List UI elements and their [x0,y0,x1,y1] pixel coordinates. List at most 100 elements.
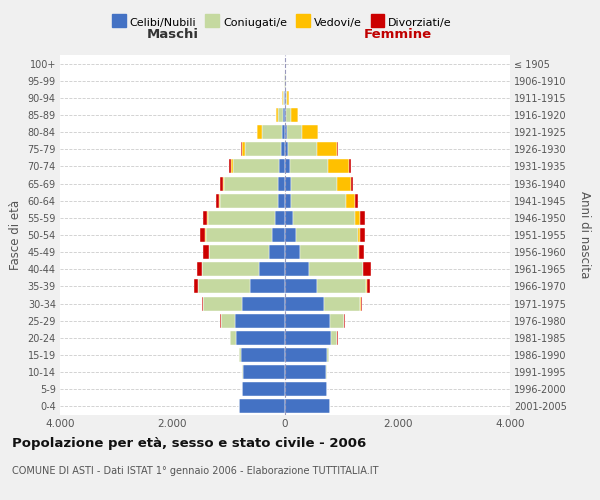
Bar [203,245,209,259]
Bar [285,400,330,413]
Bar [198,280,250,293]
Text: Maschi: Maschi [146,28,199,42]
Bar [317,142,337,156]
Bar [278,108,283,122]
Bar [220,194,278,207]
Bar [282,125,285,139]
Bar [358,245,359,259]
Bar [275,211,285,225]
Bar [216,194,219,207]
Bar [337,176,351,190]
Bar [219,194,220,207]
Bar [224,176,278,190]
Bar [202,262,259,276]
Bar [300,245,358,259]
Bar [257,125,262,139]
Bar [285,160,290,173]
Bar [291,194,346,207]
Bar [286,108,291,122]
Bar [367,280,370,293]
Bar [326,348,329,362]
Bar [360,211,365,225]
Bar [337,142,338,156]
Bar [208,211,275,225]
Bar [285,365,325,379]
Bar [285,245,300,259]
Bar [349,160,351,173]
Bar [285,194,291,207]
Bar [259,262,285,276]
Bar [285,296,325,310]
Bar [364,262,371,276]
Bar [242,365,243,379]
Bar [317,280,366,293]
Bar [286,91,287,105]
Bar [206,228,272,242]
Bar [285,348,326,362]
Bar [361,296,362,310]
Bar [223,176,224,190]
Bar [362,262,364,276]
Bar [241,142,242,156]
Bar [281,142,285,156]
Bar [302,125,317,139]
Bar [325,365,326,379]
Bar [285,108,286,122]
Bar [276,108,278,122]
Bar [239,400,285,413]
Text: COMUNE DI ASTI - Dati ISTAT 1° gennaio 2006 - Elaborazione TUTTITALIA.IT: COMUNE DI ASTI - Dati ISTAT 1° gennaio 2… [12,466,379,476]
Bar [243,365,285,379]
Bar [242,142,245,156]
Bar [197,262,202,276]
Text: Femmine: Femmine [364,28,431,42]
Bar [272,228,285,242]
Bar [221,314,235,328]
Bar [291,108,298,122]
Y-axis label: Anni di nascita: Anni di nascita [578,192,591,278]
Bar [278,176,285,190]
Bar [231,160,233,173]
Bar [355,194,358,207]
Bar [236,331,285,345]
Bar [296,228,358,242]
Bar [278,194,285,207]
Bar [194,280,197,293]
Bar [285,142,289,156]
Bar [359,245,364,259]
Bar [242,296,285,310]
Bar [220,176,223,190]
Legend: Celibi/Nubili, Coniugati/e, Vedovi/e, Divorziati/e: Celibi/Nubili, Coniugati/e, Vedovi/e, Di… [107,13,457,32]
Bar [229,160,231,173]
Bar [290,160,328,173]
Bar [346,194,355,207]
Bar [230,331,236,345]
Bar [287,91,289,105]
Y-axis label: Fasce di età: Fasce di età [9,200,22,270]
Bar [358,228,361,242]
Bar [285,382,326,396]
Bar [325,296,361,310]
Bar [242,382,285,396]
Bar [202,296,203,310]
Bar [209,245,269,259]
Bar [285,262,308,276]
Bar [283,91,284,105]
Bar [290,176,337,190]
Bar [203,211,208,225]
Bar [279,160,285,173]
Bar [351,176,353,190]
Bar [285,125,287,139]
Bar [283,108,285,122]
Bar [235,314,285,328]
Bar [331,331,337,345]
Text: Popolazione per età, sesso e stato civile - 2006: Popolazione per età, sesso e stato civil… [12,438,366,450]
Bar [245,142,281,156]
Bar [262,125,282,139]
Bar [326,382,328,396]
Bar [328,160,349,173]
Bar [285,228,296,242]
Bar [285,331,331,345]
Bar [361,228,365,242]
Bar [289,142,317,156]
Bar [287,125,302,139]
